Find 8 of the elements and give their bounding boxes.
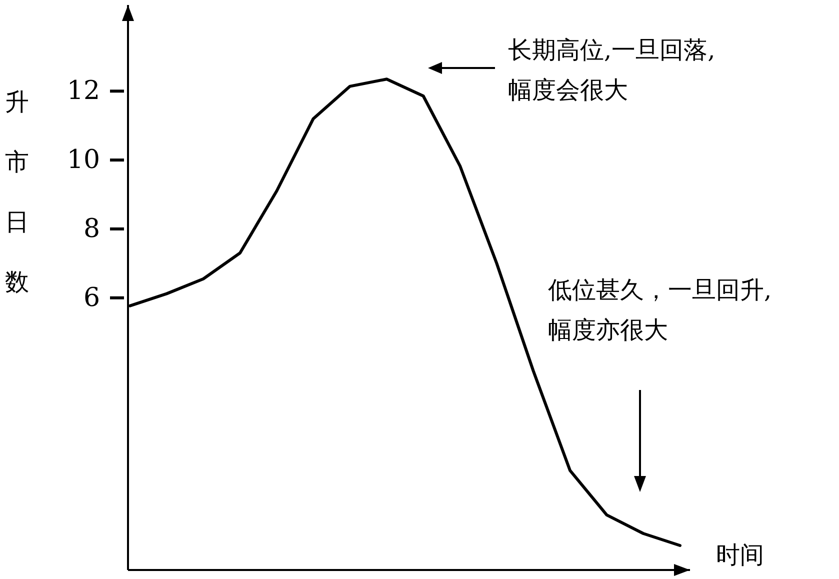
annotation: 低位甚久，一旦回升,幅度亦很大 [548, 275, 773, 346]
y-tick-label: 6 [83, 282, 100, 313]
text: 升市日数 [5, 88, 29, 296]
annotation: 长期高位,一旦回落,幅度会很大 [508, 35, 716, 106]
y-tick-label: 12 [66, 76, 100, 106]
y-tick-label: 8 [83, 214, 100, 244]
y-tick-label: 10 [66, 145, 100, 176]
x-axis-title: 时间 [716, 540, 764, 570]
